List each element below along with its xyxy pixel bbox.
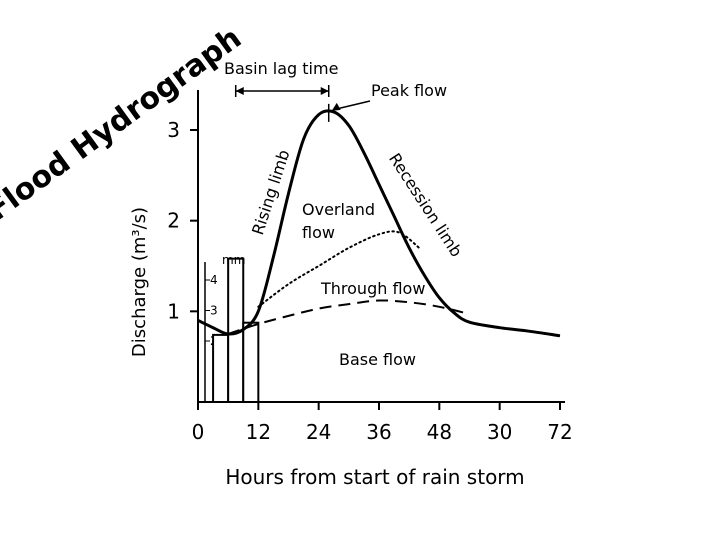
x-tick-label-3: 36 [366,420,391,444]
basin-lag-arrowhead-left [235,87,244,95]
through-flow-label: Through flow [320,279,425,298]
basin-lag-arrowhead-right [320,87,329,95]
rising-limb-label: Rising limb [248,147,293,237]
x-tick-label-2: 24 [306,420,331,444]
series-line-dashed [227,299,470,335]
x-tick-label-4: 48 [427,420,452,444]
base-flow-label: Base flow [339,350,416,369]
chart-marks: 1230122436483072234 [167,85,573,444]
basin-lag-label: Basin lag time [224,59,338,78]
y-tick-label-3: 3 [167,118,180,142]
y-axis-label: Discharge (m³/s) [129,207,150,357]
rainfall-bar-0 [212,333,230,403]
x-tick-label-5: 30 [487,420,512,444]
y-tick-label-2: 2 [167,209,180,233]
rainfall-bar-2 [242,321,260,404]
y-tick-label-1: 1 [167,299,180,323]
peak-flow-label: Peak flow [371,81,447,100]
chart-title: Flood Hydrograph [0,21,248,228]
overland-flow-label-line1: Overland [302,200,375,219]
series-line-dotted [257,230,421,308]
overland-flow-label-line2: flow [302,223,335,242]
series-line-solid [197,109,561,338]
rainfall-tick-label-3: 3 [210,304,218,318]
x-tick-label-1: 12 [246,420,271,444]
peak-pointer-arrowhead [331,102,341,111]
x-tick-label-6: 72 [547,420,572,444]
x-tick-label-0: 0 [192,420,205,444]
x-axis-label: Hours from start of rain storm [225,465,524,489]
recession-limb-label: Recession limb [385,150,466,261]
rainfall-tick-label-4: 4 [210,273,218,287]
rainfall-unit-label: mm [222,253,245,267]
